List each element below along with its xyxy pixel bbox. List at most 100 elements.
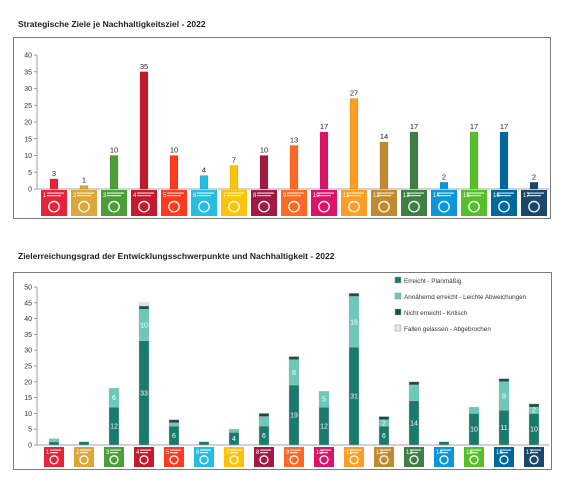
bar-segment (528, 403, 540, 408)
bar-sdg-14 (439, 182, 449, 190)
bar-value-label: 35 (140, 62, 148, 71)
bar-value-label: 3 (52, 169, 56, 178)
sdg-icon-caption (347, 192, 364, 194)
sdg-icon-number: 11 (346, 450, 353, 456)
sdg-icon-number: 5 (166, 450, 170, 456)
y-tick-label: 35 (24, 332, 32, 339)
sdg-icon-1: 1 (41, 190, 67, 216)
legend: Erreicht - Planmäßig Annähernd erreicht -… (394, 276, 527, 333)
segment-label: 9 (502, 394, 506, 401)
sdg-icon-14: 14 (434, 447, 454, 467)
segment-label: 10 (140, 322, 148, 329)
segment-label: 19 (290, 412, 298, 419)
stacked-bar-sdg-1 (48, 438, 60, 446)
bar-sdg-1 (49, 178, 59, 190)
sdg-icon-7: 7 (221, 190, 247, 216)
sdg-icon-caption (377, 192, 394, 194)
y-tick-label: 35 (24, 69, 32, 76)
sdg-icon-number: 6 (196, 450, 200, 456)
bar-segment (108, 387, 120, 408)
bar-segment (378, 416, 390, 420)
sdg-icon-17: 17 (524, 447, 544, 467)
sdg-icon-caption (290, 449, 301, 451)
y-tick-label: 25 (24, 364, 32, 371)
sdg-icon-caption (260, 449, 271, 451)
bar-segment (198, 441, 210, 446)
y-tick-label: 40 (24, 53, 32, 60)
sdg-icon-caption (530, 452, 538, 454)
sdg-icon-symbol (319, 455, 329, 465)
segment-label: 10 (530, 427, 538, 434)
legend-item: Annähernd erreicht - Leichte Abweichunge… (394, 292, 527, 301)
sdg-icon-symbol (378, 200, 390, 213)
bar-sdg-7 (229, 165, 239, 190)
sdg-icon-caption (470, 449, 481, 451)
sdg-icon-caption (287, 195, 301, 197)
sdg-icon-tile (194, 447, 214, 467)
sdg-icon-caption (377, 195, 391, 197)
sdg-icon-caption (317, 192, 334, 194)
segment-label: 14 (410, 420, 418, 427)
sdg-icon-number: 12 (373, 193, 380, 199)
sdg-icon-caption (287, 192, 304, 194)
sdg-icon-symbol (288, 200, 300, 213)
y-tick-label: 45 (24, 300, 32, 307)
sdg-icon-caption (167, 195, 181, 197)
segment-label: 6 (172, 433, 176, 440)
bar-value-label: 10 (260, 146, 268, 155)
y-tick-label: 0 (28, 443, 32, 450)
sdg-icon-caption (167, 192, 184, 194)
sdg-icon-caption (140, 449, 151, 451)
sdg-icon-caption (197, 195, 211, 197)
sdg-icon-caption (497, 192, 514, 194)
sdg-icon-6: 6 (191, 190, 217, 216)
legend-label: Erreicht - Planmäßig (404, 278, 462, 285)
segment-label: 2 (532, 408, 536, 415)
y-tick-label: 30 (24, 348, 32, 355)
sdg-icon-caption (497, 195, 511, 197)
sdg-icon-caption (290, 452, 298, 454)
stacked-bar-sdg-3: 12 6 (108, 387, 120, 446)
bar-value-label: 13 (290, 135, 298, 144)
sdg-icon-tile (104, 447, 124, 467)
sdg-icon-number: 8 (256, 450, 260, 456)
y-tick-label: 10 (24, 411, 32, 418)
sdg-icon-symbol (498, 200, 510, 213)
bar-sdg-13 (409, 131, 419, 190)
sdg-icon-number: 16 (496, 450, 503, 456)
bar-segment (48, 438, 60, 443)
sdg-icon-caption (200, 452, 208, 454)
bar-sdg-2 (79, 185, 89, 190)
sdg-icon-caption (47, 195, 61, 197)
sdg-icon-caption (107, 195, 121, 197)
legend-swatch (394, 324, 402, 332)
sdg-icon-symbol (78, 200, 90, 213)
sdg-icon-6: 6 (194, 447, 214, 467)
sdg-icon-caption (197, 192, 214, 194)
sdg-icon-caption (227, 192, 244, 194)
sdg-icon-13: 13 (404, 447, 424, 467)
sdg-icon-symbol (199, 455, 209, 465)
sdg-icon-number: 16 (493, 193, 500, 199)
chart1-frame: 0 5 10 15 20 25 30 35 40 3 1 10 35 10 4 7 10 13 17 27 14 17 2 1… (13, 37, 551, 219)
sdg-icon-symbol (528, 200, 540, 213)
sdg-icon-symbol (349, 455, 359, 465)
bar-segment (138, 302, 150, 307)
sdg-icon-caption (200, 449, 211, 451)
sdg-icon-symbol (108, 200, 120, 213)
bar-segment (258, 413, 270, 417)
sdg-icon-caption (350, 452, 358, 454)
bar-segment (168, 422, 180, 427)
sdg-icon-symbol (168, 200, 180, 213)
bar-sdg-15 (469, 131, 479, 190)
sdg-icon-caption (257, 192, 274, 194)
y-tick-label: 20 (24, 379, 32, 386)
bar-segment (438, 441, 450, 446)
segment-label: 8 (292, 370, 296, 377)
sdg-icon-caption (137, 192, 154, 194)
sdg-icon-number: 6 (193, 193, 197, 199)
bar-value-label: 17 (470, 122, 478, 131)
sdg-icon-tile (404, 447, 424, 467)
bar-sdg-10 (319, 131, 329, 190)
sdg-icon-caption (230, 449, 241, 451)
